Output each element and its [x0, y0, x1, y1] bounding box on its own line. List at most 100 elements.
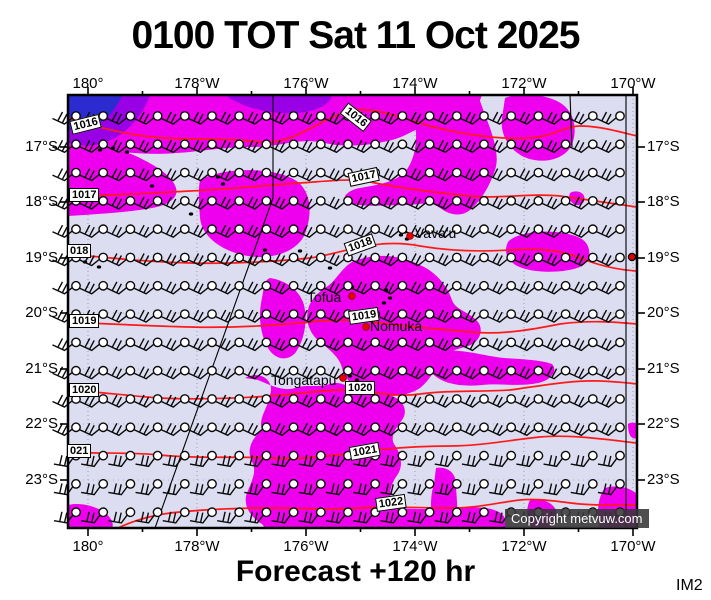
wind-barb: [433, 365, 462, 380]
wind-barb: [108, 478, 136, 496]
wind-barb: [106, 337, 136, 352]
right-axis-label: 19°S: [647, 249, 680, 266]
wind-barb: [297, 195, 326, 210]
wind-barb: [596, 422, 625, 437]
wind-barb: [351, 365, 381, 380]
wind-barb: [569, 309, 598, 323]
island-mark: [124, 150, 130, 154]
wind-barb: [324, 195, 353, 210]
wind-barb: [133, 394, 163, 408]
wind-barb: [569, 280, 598, 295]
wind-barb: [514, 365, 544, 380]
wind-barb: [189, 478, 217, 496]
wind-barb: [269, 337, 299, 352]
wind-barb: [297, 111, 326, 125]
wind-barb: [378, 422, 408, 437]
wind-barb: [269, 139, 299, 154]
wind-barb: [378, 280, 408, 295]
rain-area: [340, 507, 505, 528]
place-label: Nomuka: [370, 318, 423, 334]
wind-barb: [460, 111, 489, 125]
wind-barb: [541, 139, 571, 154]
island-mark: [297, 249, 303, 253]
wind-barb: [242, 195, 272, 210]
left-axis-label: 20°S: [25, 304, 58, 321]
wind-barb: [215, 280, 245, 295]
wind-barb: [215, 167, 245, 182]
wind-barb: [460, 394, 489, 408]
wind-barb: [81, 450, 109, 468]
bottom-axis-label: 170°W: [610, 538, 656, 555]
wind-barb: [380, 478, 408, 496]
wind-barb: [405, 309, 435, 323]
isobar-label: 021: [67, 444, 92, 458]
wind-barb: [188, 422, 217, 437]
wind-barb: [541, 167, 571, 182]
place-label: Tongatapu: [271, 372, 337, 388]
wind-barb: [215, 422, 245, 437]
wind-barb: [405, 365, 435, 380]
axis-ticks: [60, 87, 645, 536]
wind-barb: [351, 252, 381, 267]
wind-barb: [162, 478, 190, 496]
wind-barb: [596, 394, 625, 408]
right-axis-label: 22°S: [647, 415, 680, 432]
wind-barb: [514, 337, 544, 352]
wind-barb: [487, 365, 517, 380]
wind-barb: [161, 224, 190, 239]
wind-barb: [324, 422, 353, 437]
wind-barb: [433, 252, 462, 267]
wind-barb: [569, 139, 598, 154]
right-axis-label: 21°S: [647, 360, 680, 377]
wind-barb: [324, 309, 353, 323]
wind-barb: [244, 450, 272, 468]
wind-barb: [269, 309, 299, 323]
wind-barb: [541, 280, 571, 295]
wind-barb: [460, 422, 489, 437]
wind-barb: [487, 111, 517, 125]
wind-barb: [298, 450, 326, 468]
boundary-line: [154, 95, 274, 528]
wind-barb: [52, 224, 81, 239]
place-dot: [406, 232, 414, 240]
wind-barb: [570, 450, 598, 468]
wind-barb: [297, 167, 326, 182]
island-mark: [97, 148, 103, 152]
wind-barb: [269, 280, 299, 295]
wind-barb: [405, 224, 435, 239]
wind-barb: [487, 167, 517, 182]
wind-barb: [161, 167, 190, 182]
rain-area: [628, 422, 637, 439]
wind-barb: [461, 450, 489, 468]
wind-barb: [242, 167, 272, 182]
bottom-axis-label: 180°: [72, 538, 104, 555]
wind-barb: [541, 365, 571, 380]
top-axis-label: 178°W: [174, 75, 220, 92]
wind-barb: [541, 337, 571, 352]
wind-barb: [378, 111, 408, 125]
wind-barb: [135, 450, 163, 468]
wind-barb: [52, 337, 81, 352]
wind-barb: [378, 167, 408, 182]
wind-barb: [106, 195, 136, 210]
wind-barb: [433, 111, 462, 125]
wind-barb: [569, 365, 598, 380]
wind-barb: [297, 337, 326, 352]
bottom-axis-label: 172°W: [501, 538, 547, 555]
wind-barb: [242, 365, 272, 380]
wind-barb: [433, 337, 462, 352]
wind-barb: [188, 309, 217, 323]
wind-barb: [514, 139, 544, 154]
wind-barb: [133, 224, 163, 239]
wind-barb: [133, 167, 163, 182]
wind-barb: [596, 309, 625, 323]
wind-barbs: [52, 111, 625, 524]
wind-barb: [433, 224, 462, 239]
wind-barb: [569, 195, 598, 210]
wind-barb: [569, 224, 598, 239]
wind-barb: [569, 252, 598, 267]
wind-barb: [271, 450, 299, 468]
wind-barb: [489, 478, 517, 496]
isobar-line: [68, 319, 637, 334]
wind-barb: [325, 478, 353, 496]
